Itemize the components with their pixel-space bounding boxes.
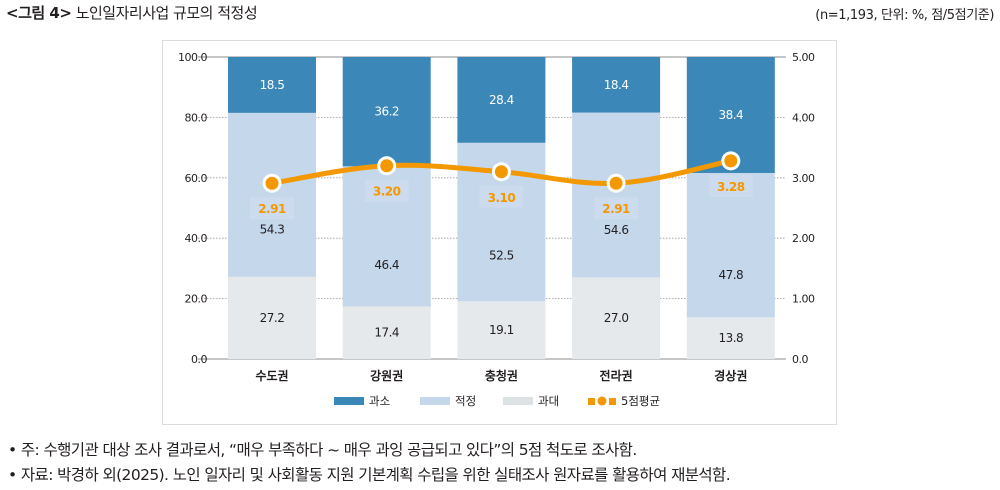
y-left-tick-label: 80.0	[185, 111, 208, 124]
data-label-과소: 18.4	[604, 78, 629, 92]
bar-segment-과소	[572, 57, 661, 113]
x-tick-label: 수도권	[255, 369, 288, 383]
x-tick-label: 경상권	[714, 368, 747, 383]
y-right-tick-label: 3.00	[792, 172, 815, 185]
legend-swatch-적정	[420, 397, 450, 405]
bar-segment-과소	[457, 57, 546, 143]
line-marker	[494, 165, 508, 179]
y-right-tick-label: 0.0	[792, 353, 808, 366]
legend-line-square	[588, 398, 595, 405]
bar-segment-과소	[342, 57, 431, 167]
data-label-적정: 52.5	[489, 248, 514, 262]
data-label-과소: 18.5	[260, 78, 285, 92]
y-left-tick-label: 60.0	[185, 172, 208, 185]
y-left-tick-label: 40.0	[185, 232, 208, 245]
line-marker	[724, 154, 738, 168]
line-label-bg	[708, 174, 753, 197]
line-marker	[609, 176, 623, 190]
bar-segment-과대	[342, 306, 431, 359]
line-data-label: 2.91	[602, 202, 630, 216]
stacked-bar-line-chart: 0.0 20.0 40.0 60.0 80.0 100.0 0.0 1.00 2.00 3.00 4…	[178, 51, 815, 408]
legend-label: 과소	[369, 394, 390, 408]
y-right-tick-label: 4.00	[792, 111, 815, 124]
bar-segment-과대	[572, 277, 661, 359]
y-right-tick-label: 5.00	[792, 51, 815, 64]
data-label-과대: 17.4	[374, 326, 399, 340]
y-right-tick-label: 1.00	[792, 293, 815, 306]
data-label-적정: 46.4	[374, 258, 399, 272]
line-label-bg	[594, 197, 639, 220]
line-label-bg	[364, 179, 409, 202]
bar-segment-적정	[228, 112, 316, 277]
line-data-label: 3.28	[717, 180, 745, 194]
line-marker	[380, 159, 394, 173]
legend-label: 과대	[538, 394, 559, 408]
y-right-tick-label: 2.00	[792, 232, 815, 245]
bar-segment-과소	[228, 57, 316, 113]
data-label-적정: 54.6	[604, 223, 629, 237]
bar-segment-적정	[342, 166, 431, 307]
bar-segment-적정	[572, 112, 661, 278]
line-label-bg	[250, 197, 294, 220]
legend-swatch-과대	[503, 397, 533, 405]
legend-label: 적정	[455, 394, 476, 408]
data-label-과대: 13.8	[718, 331, 743, 345]
x-tick-label: 전라권	[600, 368, 633, 383]
note-method: • 주: 수행기관 대상 조사 결과로서, “매우 부족하다 ~ 매우 과잉 공…	[8, 441, 637, 459]
data-label-과소: 38.4	[718, 108, 743, 122]
bar-segment-적정	[686, 172, 775, 318]
bar-segment-과대	[686, 317, 775, 359]
data-label-과대: 27.2	[260, 311, 285, 325]
bar-segment-과대	[457, 301, 546, 359]
line-data-label: 2.91	[258, 202, 286, 216]
y-left-tick-label: 20.0	[185, 293, 208, 306]
line-marker	[265, 176, 279, 190]
data-label-적정: 47.8	[718, 268, 743, 282]
data-label-적정: 54.3	[260, 223, 285, 237]
note-source: • 자료: 박경하 외(2025). 노인 일자리 및 사회활동 지원 기본계획…	[8, 466, 731, 484]
x-tick-label: 충청권	[485, 368, 518, 383]
figure-title: <그림 4> 노인일자리사업 규모의 적정성	[6, 2, 258, 23]
line-data-label: 3.10	[488, 191, 516, 205]
legend-swatch-과소	[334, 397, 364, 405]
y-left-tick-label: 100.0	[178, 51, 207, 64]
notes: • 주: 수행기관 대상 조사 결과로서, “매우 부족하다 ~ 매우 과잉 공…	[8, 438, 731, 488]
line-label-bg	[479, 185, 524, 208]
data-label-과소: 28.4	[489, 93, 514, 107]
legend-label: 5점평균	[621, 394, 660, 408]
y-left-tick-label: 0.0	[191, 353, 207, 366]
line-data-label: 3.20	[373, 185, 401, 199]
data-label-과소: 36.2	[374, 105, 399, 119]
legend-line-square	[609, 398, 616, 405]
bar-segment-과대	[228, 276, 316, 359]
unit-note: (n=1,193, 단위: %, 점/5점기준)	[815, 8, 994, 23]
legend-line-marker	[597, 396, 607, 406]
data-label-과대: 19.1	[489, 323, 514, 337]
figure-title-text: 노인일자리사업 규모의 적정성	[75, 4, 258, 22]
figure-label: <그림 4>	[6, 4, 72, 22]
data-label-과대: 27.0	[604, 311, 629, 325]
x-tick-label: 강원권	[370, 369, 403, 383]
